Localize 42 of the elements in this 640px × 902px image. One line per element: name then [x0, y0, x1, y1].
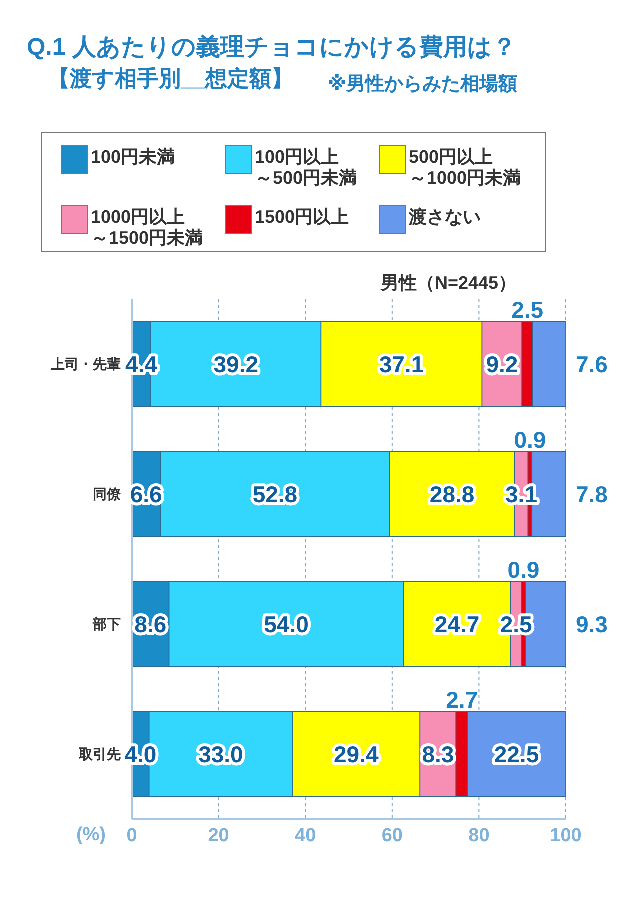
data-label: 54.0	[264, 611, 309, 638]
data-label: 37.1	[379, 351, 424, 378]
data-label: 24.7	[434, 611, 480, 638]
legend-label: 渡さない	[409, 207, 481, 228]
data-label: 7.6	[576, 351, 608, 378]
legend-label: 1500円以上	[255, 207, 350, 228]
chart-subtitle: 【渡す相手別__想定額】	[48, 65, 294, 93]
data-label: 2.7	[446, 686, 478, 713]
x-tick-label: 100	[550, 825, 582, 846]
data-label: 29.4	[334, 741, 379, 768]
x-tick-label: 0	[126, 825, 138, 846]
data-label: 52.8	[252, 481, 298, 508]
data-label: 3.1	[506, 481, 538, 508]
chart-title: Q.1 人あたりの義理チョコにかける費用は？	[27, 34, 516, 62]
data-label: 22.5	[494, 741, 540, 768]
data-label: 33.0	[198, 741, 244, 768]
x-tick-label: 40	[295, 825, 316, 846]
data-label: 2.5	[512, 296, 544, 323]
legend-label: 100円未満	[91, 147, 176, 168]
legend-label: 1000円以上～1500円未満	[91, 207, 204, 249]
text: ※男性からみた相場額	[328, 74, 518, 96]
data-label: 28.8	[430, 481, 475, 508]
y-tick-label: 同僚	[93, 486, 122, 502]
data-label: 9.3	[576, 611, 608, 638]
data-label: 8.3	[422, 741, 454, 768]
legend-label: 100円以上～500円未満	[255, 147, 358, 189]
y-tick-label: 部下	[92, 616, 121, 632]
data-label: 0.9	[508, 556, 540, 583]
y-tick-label: 上司・先輩	[50, 356, 121, 372]
text: 男性（N=2445）	[381, 272, 517, 294]
data-label: 0.9	[514, 426, 546, 453]
x-axis-title: (%)	[76, 824, 106, 846]
data-label: 9.2	[486, 351, 518, 378]
data-label: 2.5	[500, 611, 532, 638]
legend-label: 500円以上～1000円未満	[409, 147, 522, 189]
data-label: 7.8	[576, 481, 608, 508]
x-tick-label: 80	[468, 825, 490, 846]
data-label: 8.6	[134, 611, 167, 638]
data-label: 39.2	[214, 351, 259, 378]
y-tick-label: 取引先	[78, 746, 121, 762]
x-tick-label: 20	[208, 825, 230, 846]
x-tick-label: 60	[382, 825, 403, 846]
